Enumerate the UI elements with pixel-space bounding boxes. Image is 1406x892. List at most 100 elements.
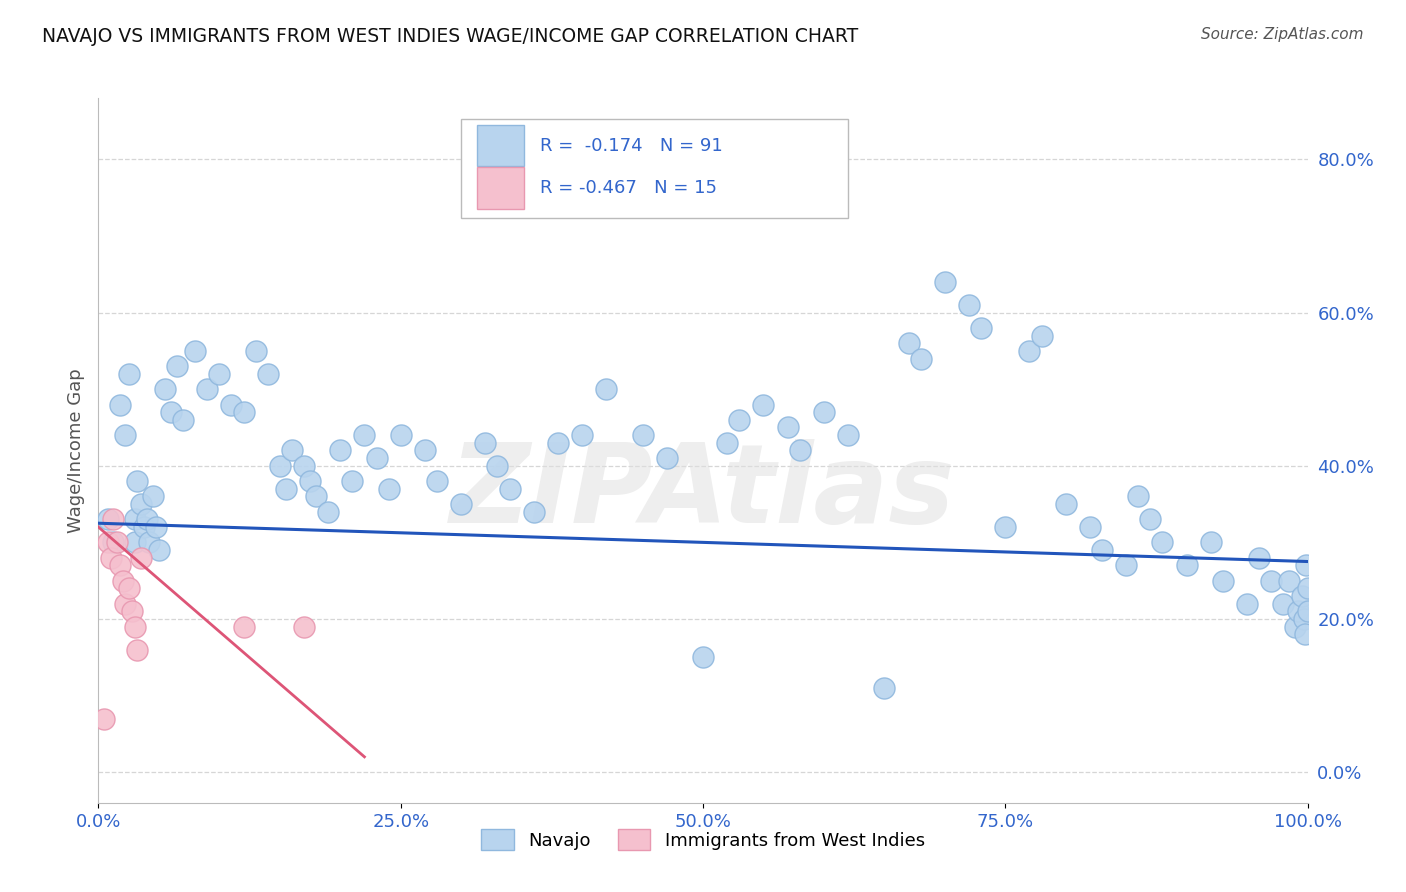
Point <box>114 428 136 442</box>
Point <box>934 275 956 289</box>
Text: NAVAJO VS IMMIGRANTS FROM WEST INDIES WAGE/INCOME GAP CORRELATION CHART: NAVAJO VS IMMIGRANTS FROM WEST INDIES WA… <box>42 27 859 45</box>
Point <box>413 443 436 458</box>
Point <box>498 482 520 496</box>
Point <box>547 435 569 450</box>
Point <box>97 535 120 549</box>
Point <box>1286 604 1309 618</box>
Point <box>145 520 167 534</box>
Point <box>127 642 149 657</box>
Point <box>1296 604 1319 618</box>
Point <box>1128 490 1150 504</box>
Point <box>1291 589 1313 603</box>
Text: Source: ZipAtlas.com: Source: ZipAtlas.com <box>1201 27 1364 42</box>
Point <box>127 474 149 488</box>
Point <box>129 497 152 511</box>
FancyBboxPatch shape <box>461 120 848 218</box>
Point <box>389 428 412 442</box>
Point <box>329 443 352 458</box>
Point <box>1018 343 1040 358</box>
Point <box>1260 574 1282 588</box>
Point <box>299 474 322 488</box>
Point <box>1284 619 1306 633</box>
Point <box>138 535 160 549</box>
Point <box>108 558 131 573</box>
Point <box>728 413 751 427</box>
Point <box>232 405 254 419</box>
Point <box>692 650 714 665</box>
Point <box>316 505 339 519</box>
Point <box>142 490 165 504</box>
Point <box>105 535 128 549</box>
Point <box>1054 497 1077 511</box>
Point <box>873 681 896 695</box>
Point <box>1292 612 1315 626</box>
Point <box>232 619 254 633</box>
Point <box>118 367 141 381</box>
Point <box>970 321 993 335</box>
Point <box>101 512 124 526</box>
Point <box>631 428 654 442</box>
Point <box>450 497 472 511</box>
Point <box>813 405 835 419</box>
Point <box>1236 597 1258 611</box>
Point <box>1152 535 1174 549</box>
Point <box>108 397 131 411</box>
Text: R =  -0.174   N = 91: R = -0.174 N = 91 <box>540 136 723 154</box>
Point <box>776 420 799 434</box>
Point <box>305 490 328 504</box>
Point <box>716 435 738 450</box>
Text: R = -0.467   N = 15: R = -0.467 N = 15 <box>540 179 717 197</box>
Point <box>1278 574 1301 588</box>
Point <box>571 428 593 442</box>
FancyBboxPatch shape <box>477 167 524 209</box>
Point <box>101 535 124 549</box>
FancyBboxPatch shape <box>477 125 524 167</box>
Point <box>910 351 932 366</box>
Y-axis label: Wage/Income Gap: Wage/Income Gap <box>66 368 84 533</box>
Point <box>474 435 496 450</box>
Point <box>135 512 157 526</box>
Point <box>118 582 141 596</box>
Point <box>957 298 980 312</box>
Point <box>1139 512 1161 526</box>
Point <box>342 474 364 488</box>
Point <box>221 397 243 411</box>
Point <box>897 336 920 351</box>
Point <box>1199 535 1222 549</box>
Point <box>195 382 218 396</box>
Point <box>245 343 267 358</box>
Point <box>595 382 617 396</box>
Point <box>1295 558 1317 573</box>
Point <box>153 382 176 396</box>
Point <box>523 505 546 519</box>
Point <box>281 443 304 458</box>
Point <box>256 367 278 381</box>
Point <box>1296 582 1319 596</box>
Point <box>353 428 375 442</box>
Point <box>377 482 399 496</box>
Point <box>160 405 183 419</box>
Point <box>1294 627 1316 641</box>
Point <box>124 512 146 526</box>
Point <box>172 413 194 427</box>
Point <box>124 619 146 633</box>
Point <box>1031 328 1053 343</box>
Point <box>208 367 231 381</box>
Point <box>486 458 509 473</box>
Point <box>292 619 315 633</box>
Point <box>97 512 120 526</box>
Point <box>1175 558 1198 573</box>
Point <box>1091 543 1114 558</box>
Point <box>426 474 449 488</box>
Point <box>184 343 207 358</box>
Point <box>269 458 291 473</box>
Point <box>292 458 315 473</box>
Point <box>148 543 170 558</box>
Point <box>166 359 188 374</box>
Point <box>1078 520 1101 534</box>
Point <box>114 597 136 611</box>
Point <box>789 443 811 458</box>
Point <box>124 535 146 549</box>
Point <box>837 428 859 442</box>
Text: ZIPAtlas: ZIPAtlas <box>450 439 956 546</box>
